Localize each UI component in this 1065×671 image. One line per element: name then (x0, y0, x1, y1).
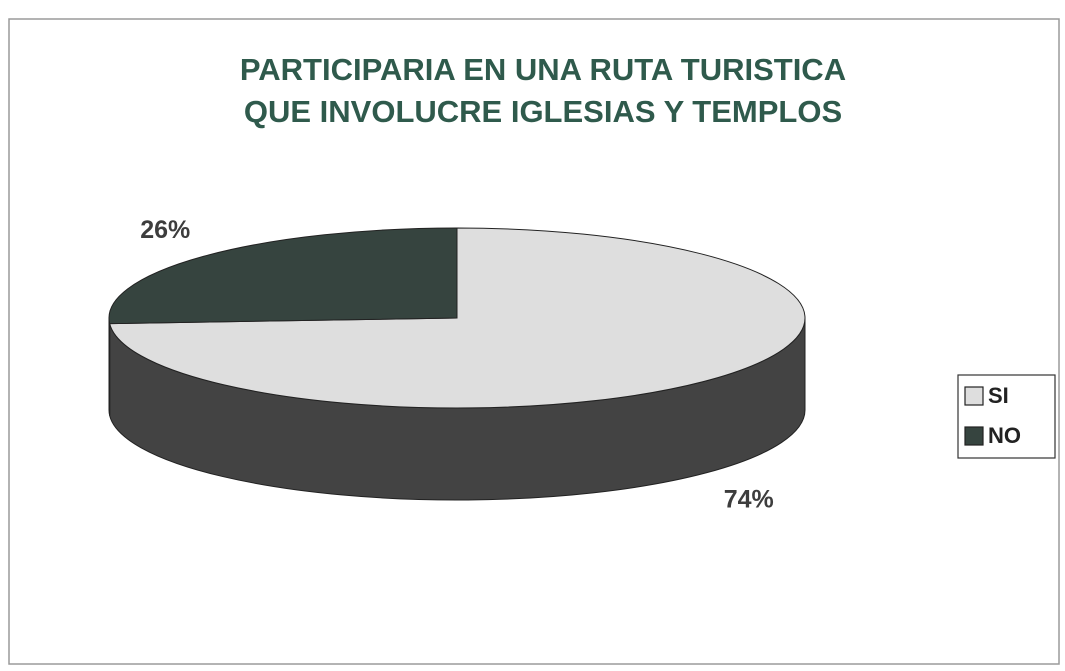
legend-swatch (964, 426, 984, 446)
legend-label: SI (988, 383, 1009, 408)
legend-label: NO (988, 423, 1021, 448)
chart-title: QUE INVOLUCRE IGLESIAS Y TEMPLOS (244, 94, 842, 129)
data-label: 26% (140, 216, 190, 244)
pie-side (108, 317, 111, 416)
data-label: 74% (724, 485, 774, 513)
chart-title: PARTICIPARIA EN UNA RUTA TURISTICA (240, 52, 846, 87)
legend-swatch (964, 386, 984, 406)
pie-slice (108, 227, 458, 325)
